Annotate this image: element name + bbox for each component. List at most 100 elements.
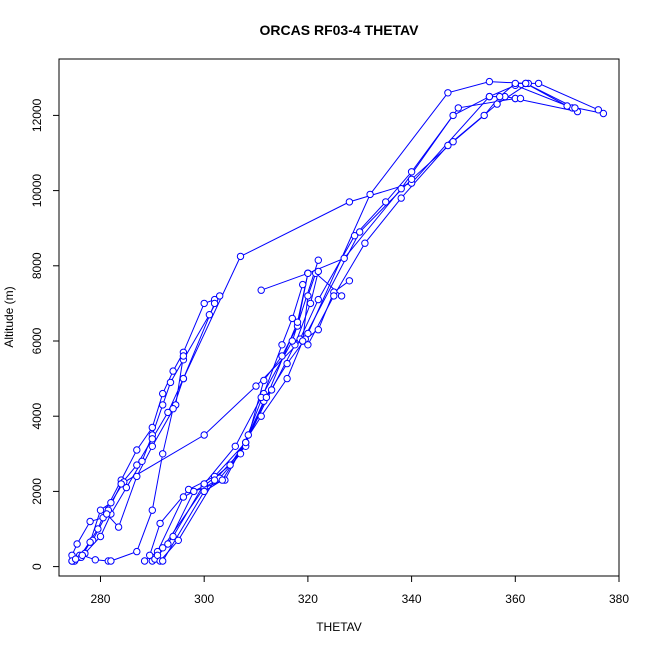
data-point [496, 92, 504, 101]
data-point [169, 367, 177, 375]
series-lines [71, 81, 604, 562]
data-point [283, 374, 291, 383]
data-point [148, 423, 157, 432]
y-tick-label: 0 [30, 563, 44, 570]
data-point [397, 185, 405, 193]
data-point [164, 540, 172, 548]
data-point [148, 506, 157, 514]
data-point [534, 79, 543, 88]
data-point [278, 341, 286, 349]
y-tick-label: 2000 [30, 478, 44, 505]
x-tick-label: 300 [194, 592, 214, 606]
data-point [138, 457, 146, 465]
data-point [288, 337, 296, 345]
data-point [306, 299, 315, 308]
data-point [179, 352, 188, 360]
data-point [133, 547, 141, 556]
data-point [522, 79, 530, 88]
x-tick-label: 380 [609, 592, 629, 606]
chart-title: ORCAS RF03-4 THETAV [260, 22, 420, 38]
data-point [205, 311, 214, 319]
data-point [140, 557, 149, 565]
data-point [278, 352, 286, 360]
data-point [236, 450, 245, 458]
data-point [179, 493, 188, 501]
data-point [169, 532, 177, 541]
series-line-16 [261, 97, 578, 291]
data-point [159, 389, 167, 398]
series-line-7 [110, 84, 573, 562]
y-tick-label: 8000 [30, 252, 44, 279]
data-point [107, 557, 115, 565]
data-point [200, 299, 208, 308]
data-point [382, 198, 390, 206]
data-point [288, 314, 296, 323]
data-point [96, 506, 105, 514]
data-point [133, 472, 141, 481]
data-point [314, 267, 322, 276]
data-point [148, 435, 157, 443]
data-point [345, 277, 354, 285]
data-point [96, 532, 105, 541]
y-tick-label: 10000 [30, 174, 44, 208]
x-tick-label: 320 [298, 592, 318, 606]
data-point [283, 359, 291, 368]
data-point [480, 111, 488, 120]
x-tick-label: 280 [90, 592, 110, 606]
data-point [103, 510, 111, 518]
series-line-5 [74, 481, 125, 562]
data-point [314, 256, 322, 264]
data-point [78, 551, 87, 559]
data-point [350, 232, 359, 240]
data-point [200, 431, 208, 439]
data-point [210, 476, 219, 484]
series-line-14 [159, 273, 309, 562]
data-point [444, 141, 452, 150]
data-point [257, 412, 265, 420]
data-point [156, 519, 164, 528]
data-point [107, 499, 115, 507]
data-point [304, 341, 312, 349]
data-point [210, 299, 219, 308]
series-line-19 [302, 82, 576, 342]
data-point [252, 382, 260, 390]
series-line-10 [149, 271, 319, 556]
data-point [407, 168, 416, 176]
series-line-3 [71, 303, 216, 556]
data-point [267, 386, 276, 394]
data-point [94, 525, 102, 533]
data-point [304, 269, 312, 277]
data-point [169, 405, 177, 413]
data-point [174, 536, 183, 544]
data-point [133, 461, 141, 469]
data-point [200, 487, 208, 496]
data-point [133, 446, 141, 454]
data-point [218, 476, 227, 484]
data-point [407, 175, 416, 184]
data-point [159, 450, 167, 458]
data-point [242, 438, 250, 447]
data-point [71, 555, 80, 563]
data-point [516, 94, 525, 103]
y-tick-label: 4000 [30, 403, 44, 430]
data-point [260, 376, 268, 385]
data-point [563, 102, 571, 110]
data-point [314, 295, 322, 304]
data-point [345, 198, 354, 206]
series-line-18 [307, 82, 599, 346]
series-line-9 [144, 272, 342, 562]
data-point [114, 523, 123, 531]
data-point [511, 79, 519, 88]
x-tick-label: 340 [402, 592, 422, 606]
series-line-17 [299, 96, 521, 340]
data-point [86, 538, 94, 546]
x-axis-label: THETAV [316, 620, 362, 634]
data-point [257, 286, 265, 294]
data-point [190, 487, 198, 496]
data-point [166, 378, 175, 387]
series-line-13 [157, 260, 319, 556]
data-point [117, 480, 125, 488]
data-point [454, 104, 462, 112]
data-point [366, 190, 374, 199]
data-point [594, 106, 602, 114]
